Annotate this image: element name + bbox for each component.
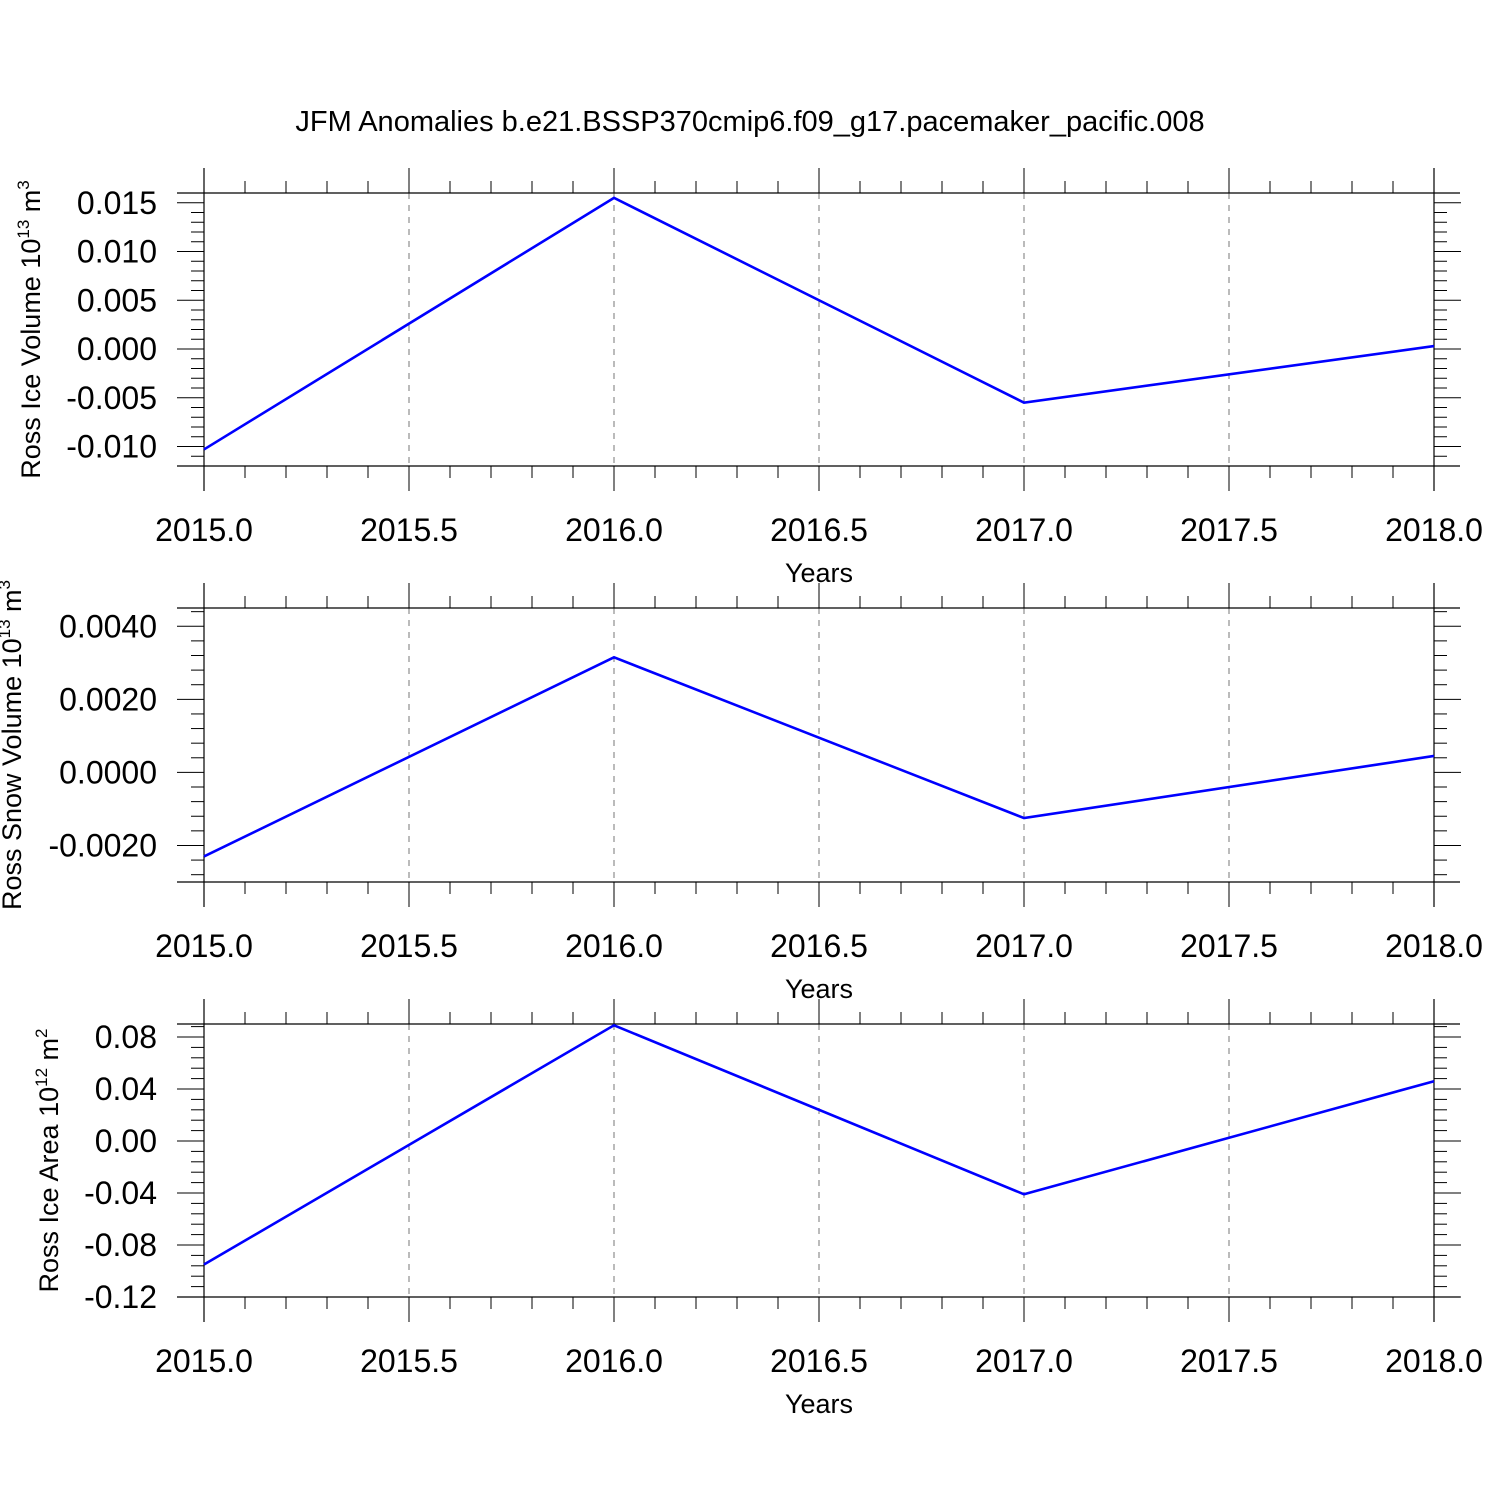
- y-axis-label-exp: 13: [14, 220, 33, 239]
- y-axis-label-unit-exp: 3: [0, 580, 14, 589]
- x-tick-label: 2016.0: [565, 1343, 663, 1379]
- y-tick-label: 0.04: [95, 1071, 157, 1107]
- y-axis-label: Ross Ice Area 1012 m2: [32, 1028, 64, 1292]
- x-tick-label: 2017.5: [1180, 1343, 1278, 1379]
- y-tick-label: 0.000: [77, 331, 157, 367]
- x-tick-label: 2016.5: [770, 1343, 868, 1379]
- x-tick-label: 2015.5: [360, 928, 458, 964]
- y-tick-label: 0.08: [95, 1019, 157, 1055]
- y-tick-label: 0.0000: [59, 754, 157, 790]
- chart-panel-1: 2015.0 2015.5 2016.0 2016.5 2017.0 2017.5 2018…: [14, 168, 1483, 588]
- y-axis-label: Ross Snow Volume 1013 m3: [0, 580, 27, 910]
- y-tick-label: 0.015: [77, 185, 157, 221]
- y-axis-label-text: Ross Ice Area 10: [34, 1087, 64, 1293]
- series-line: [203, 1023, 1435, 1266]
- y-tick-label: -0.08: [84, 1227, 157, 1263]
- series-line: [203, 196, 1435, 451]
- y-tick-label: 0.005: [77, 282, 157, 318]
- y-tick-label: 0.0040: [59, 608, 157, 644]
- y-axis-label-unit-text: m: [34, 1038, 64, 1068]
- y-axis-label-exp: 12: [32, 1068, 51, 1087]
- x-tick-label: 2015.5: [360, 512, 458, 548]
- x-tick-label: 2017.0: [975, 1343, 1073, 1379]
- x-tick-label: 2016.5: [770, 928, 868, 964]
- x-tick-label: 2017.0: [975, 928, 1073, 964]
- x-axis-label: Years: [785, 1389, 853, 1419]
- y-tick-label: -0.010: [66, 429, 157, 465]
- y-axis-label-unit-exp: 3: [14, 180, 33, 189]
- y-axis-label-exp: 13: [0, 619, 14, 638]
- y-tick-label: -0.005: [66, 380, 157, 416]
- x-tick-label: 2015.0: [155, 512, 253, 548]
- chart-title: JFM Anomalies b.e21.BSSP370cmip6.f09_g17…: [295, 106, 1204, 138]
- y-axis-label-unit-text: m: [0, 589, 27, 619]
- series-line: [203, 655, 1435, 858]
- chart-panel-3: 2015.0 2015.5 2016.0 2016.5 2017.0 2017.5 2018…: [32, 999, 1483, 1419]
- y-axis-label-text: Ross Ice Volume 10: [16, 239, 46, 479]
- y-tick-label: 0.00: [95, 1123, 157, 1159]
- chart-panel-2: 2015.0 2015.5 2016.0 2016.5 2017.0 2017.5 2018…: [0, 580, 1483, 1004]
- x-tick-label: 2016.5: [770, 512, 868, 548]
- y-axis-label-unit-text: m: [16, 190, 46, 220]
- x-tick-label: 2017.5: [1180, 512, 1278, 548]
- y-axis-label: Ross Ice Volume 1013 m3: [14, 180, 46, 479]
- x-tick-label: 2017.0: [975, 512, 1073, 548]
- x-tick-label: 2015.0: [155, 1343, 253, 1379]
- y-tick-label: -0.12: [84, 1279, 157, 1315]
- x-tick-label: 2016.0: [565, 928, 663, 964]
- x-tick-label: 2016.0: [565, 512, 663, 548]
- y-tick-label: 0.0020: [59, 681, 157, 717]
- y-axis-label-unit-exp: 2: [32, 1028, 51, 1037]
- y-tick-label: 0.010: [77, 234, 157, 270]
- y-tick-label: -0.04: [84, 1175, 157, 1211]
- y-axis-label-text: Ross Snow Volume 10: [0, 638, 27, 910]
- x-tick-label: 2015.0: [155, 928, 253, 964]
- x-tick-label: 2018.0: [1385, 928, 1483, 964]
- x-tick-label: 2018.0: [1385, 512, 1483, 548]
- x-tick-label: 2017.5: [1180, 928, 1278, 964]
- x-tick-label: 2015.5: [360, 1343, 458, 1379]
- x-tick-label: 2018.0: [1385, 1343, 1483, 1379]
- y-tick-label: -0.0020: [48, 827, 157, 863]
